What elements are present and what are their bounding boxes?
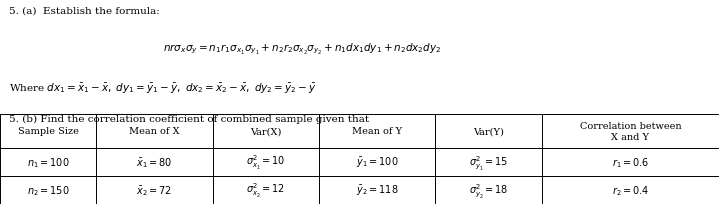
Text: 5. (a)  Establish the formula:: 5. (a) Establish the formula:: [9, 6, 160, 15]
Text: Where $dx_1 = \bar{x}_1 - \bar{x},\ dy_1 = \bar{y}_1 - \bar{y},\ dx_2 = \bar{x}_: Where $dx_1 = \bar{x}_1 - \bar{x},\ dy_1…: [9, 82, 316, 96]
Text: $nr\sigma_x\sigma_y = n_1r_1\sigma_{x_1}\sigma_{y_1} + n_2r_2\sigma_{x_2}\sigma_: $nr\sigma_x\sigma_y = n_1r_1\sigma_{x_1}…: [162, 41, 441, 56]
Text: 5. (b) Find the correlation coefficient of combined sample given that: 5. (b) Find the correlation coefficient …: [9, 114, 369, 123]
